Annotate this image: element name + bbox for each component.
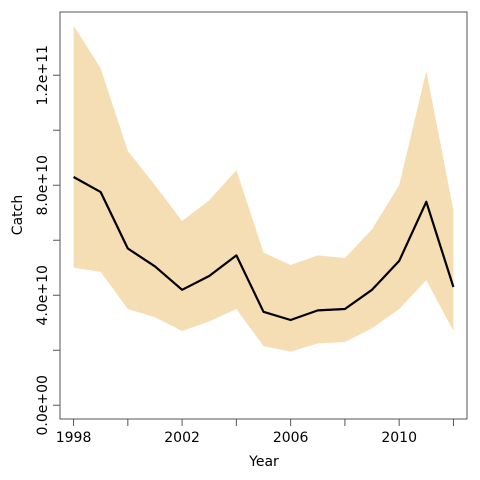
confidence-band <box>73 25 454 352</box>
y-tick-label-0: 0.0e+00 <box>35 375 51 435</box>
catch-series-line <box>73 176 455 322</box>
x-tick-label-2010: 2010 <box>381 430 417 446</box>
x-axis: 1998 2002 2006 2010 <box>56 418 454 446</box>
x-axis-title: Year <box>248 454 279 470</box>
y-axis-title: Catch <box>10 195 26 235</box>
x-tick-label-1998: 1998 <box>56 430 92 446</box>
y-tick-label-2: 8.0e+10 <box>35 155 51 215</box>
x-tick-label-2002: 2002 <box>164 430 200 446</box>
y-axis: 0.0e+00 4.0e+10 8.0e+10 1.2e+11 <box>35 45 61 436</box>
y-tick-label-3: 1.2e+11 <box>35 45 51 105</box>
catch-line-layer <box>73 176 455 322</box>
confidence-band-layer <box>73 25 454 352</box>
x-tick-label-2006: 2006 <box>273 430 309 446</box>
y-tick-label-1: 4.0e+10 <box>35 265 51 325</box>
